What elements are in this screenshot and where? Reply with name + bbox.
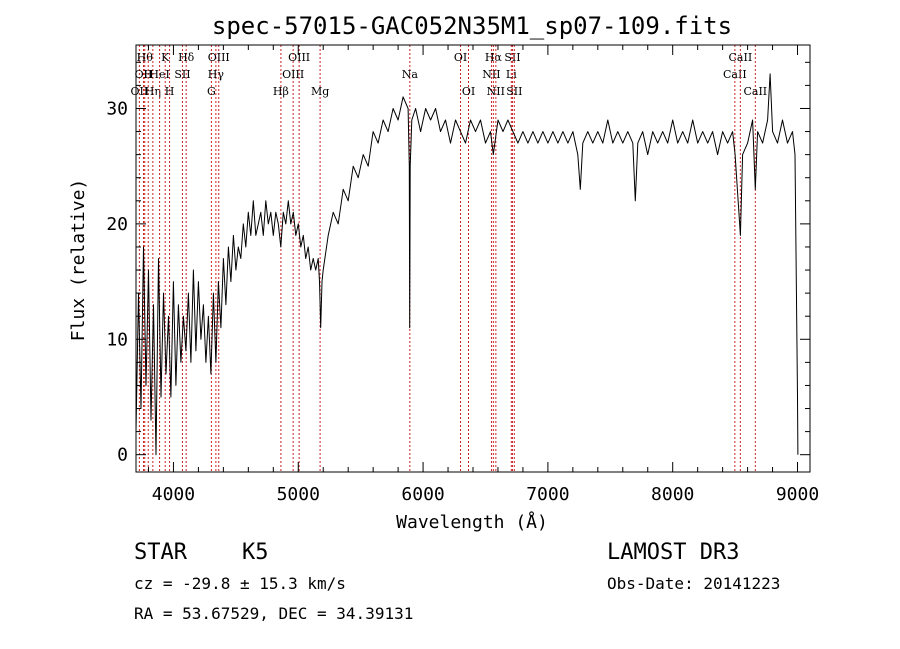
line-marker-label: Mg	[311, 85, 329, 98]
line-marker-label: K	[161, 51, 170, 64]
line-marker-label: SII	[174, 68, 190, 81]
redshift-velocity-text: cz = -29.8 ± 15.3 km/s	[134, 574, 346, 593]
line-marker-label: Na	[402, 68, 419, 81]
x-tick-label: 5000	[277, 484, 320, 505]
line-marker-label: HeI	[149, 68, 169, 81]
line-marker-label: NII	[482, 68, 500, 81]
line-marker-label: OIII	[288, 51, 310, 64]
object-class-label: STAR	[134, 540, 187, 565]
line-marker-label: OIII	[208, 51, 230, 64]
line-marker-label: Hη	[145, 85, 161, 98]
survey-label: LAMOST DR3	[607, 540, 740, 565]
chart-title: spec-57015-GAC052N35M1_sp07-109.fits	[212, 12, 732, 40]
coordinates-text: RA = 53.67529, DEC = 34.39131	[134, 604, 414, 623]
line-marker-label: H	[165, 85, 175, 98]
y-tick-label: 30	[106, 98, 128, 119]
x-tick-label: 6000	[401, 484, 444, 505]
x-tick-label: 9000	[776, 484, 819, 505]
line-marker-label: G	[207, 85, 216, 98]
x-tick-label: 8000	[651, 484, 694, 505]
line-marker-label: H	[143, 68, 153, 81]
y-tick-label: 0	[117, 445, 128, 466]
spectrum-series-0	[136, 73, 799, 456]
line-marker-label: OIII	[282, 68, 304, 81]
line-marker-label: Hα	[485, 51, 503, 64]
x-axis-label: Wavelength (Å)	[396, 511, 548, 533]
x-tick-label: 4000	[152, 484, 195, 505]
line-marker-label: OI	[454, 51, 467, 64]
x-tick-label: 7000	[526, 484, 569, 505]
line-marker-label: CaII	[743, 85, 767, 98]
line-marker-label: Hδ	[178, 51, 195, 64]
object-subclass-label: K5	[242, 540, 269, 565]
line-marker-label: Hβ	[273, 85, 289, 98]
y-axis-label: Flux (relative)	[68, 179, 89, 342]
line-marker-label: Li	[506, 68, 517, 81]
line-marker-label: SII	[506, 85, 522, 98]
y-tick-label: 20	[106, 214, 128, 235]
line-marker-label: CaII	[729, 51, 753, 64]
line-marker-label: Hθ	[137, 51, 154, 64]
y-tick-label: 10	[106, 329, 128, 350]
line-marker-label: Hγ	[208, 68, 225, 81]
observation-date-text: Obs-Date: 20141223	[607, 574, 781, 593]
line-marker-label: SII	[504, 51, 520, 64]
line-marker-label: NII	[487, 85, 505, 98]
line-marker-label: CaII	[723, 68, 747, 81]
line-marker-label: OI	[462, 85, 475, 98]
